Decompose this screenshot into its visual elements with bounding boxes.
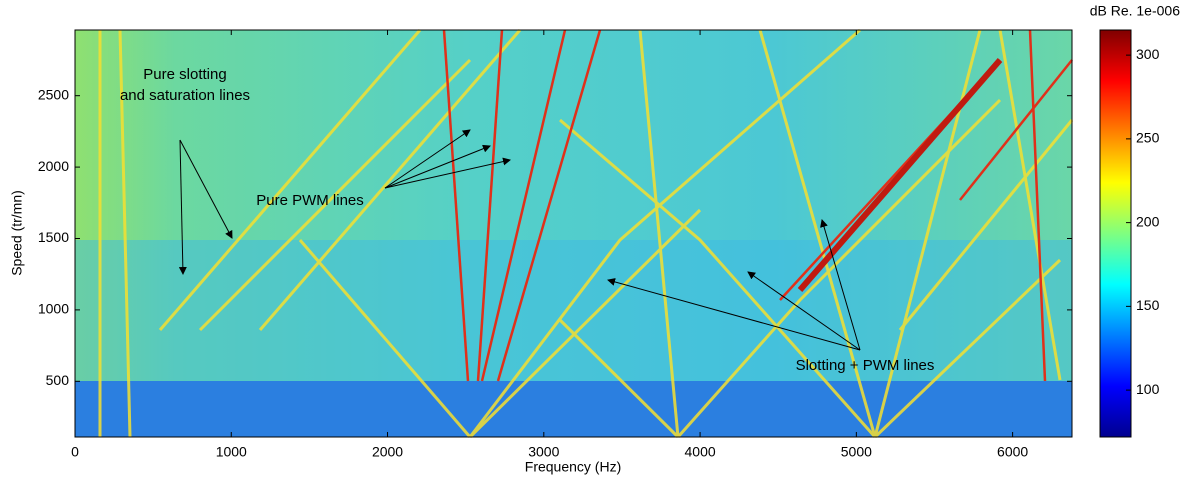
colorbar-tick-label: 100 [1136,381,1160,397]
colorbar-tick-label: 200 [1136,213,1160,229]
spectrogram-image [75,28,1074,439]
annotation: Pure PWM lines [256,192,364,209]
x-tick-label: 5000 [841,444,872,460]
annotation: Pure slotting [143,66,226,83]
colorbar-label: dB Re. 1e-006 [1090,3,1180,19]
x-tick-label: 4000 [685,444,716,460]
y-tick-label: 2000 [38,158,69,174]
y-tick-label: 2500 [38,86,69,102]
x-tick-label: 1000 [216,444,247,460]
x-tick-label: 6000 [997,444,1028,460]
colorbar [1099,29,1132,438]
annotation-arrows [178,129,861,351]
x-axis-label: Frequency (Hz) [525,459,621,475]
annotation: Slotting + PWM lines [796,357,935,374]
x-tick-label: 2000 [372,444,403,460]
x-tick-label: 0 [71,444,79,460]
colorbar-tick-label: 250 [1136,130,1160,146]
y-tick-label: 1500 [38,229,69,245]
y-axis-label: Speed (tr/mn) [9,190,25,276]
colorbar-tick-label: 300 [1136,46,1160,62]
y-tick-label: 1000 [38,301,69,317]
plot-frame [74,29,1073,438]
annotation: and saturation lines [120,87,250,104]
y-tick-label: 500 [46,372,70,388]
x-tick-label: 3000 [528,444,559,460]
colorbar-tick-label: 150 [1136,297,1160,313]
